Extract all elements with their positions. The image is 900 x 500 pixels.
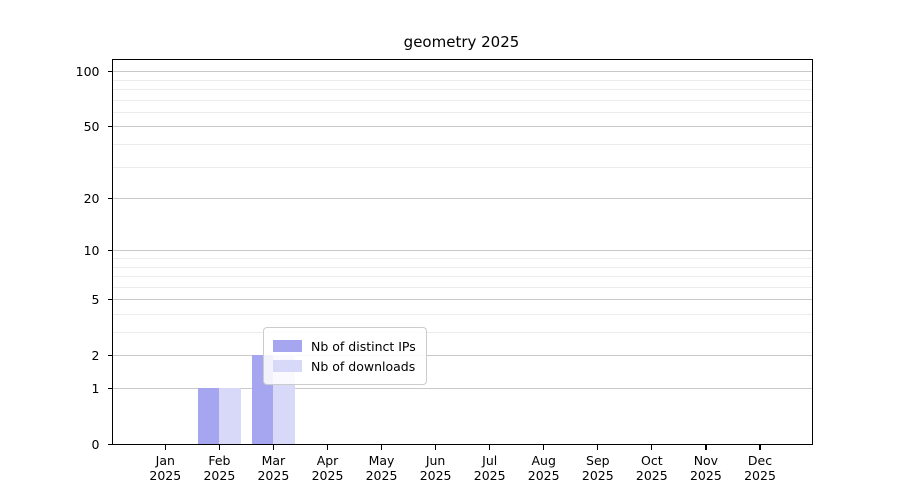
x-tick-label-year: 2025 <box>635 468 668 483</box>
x-tick-label-month: Nov <box>693 453 719 468</box>
y-gridline-minor <box>113 258 812 259</box>
x-tick-label: Apr 2025 <box>293 453 363 483</box>
y-tick-label: 1 <box>91 380 100 396</box>
x-tick-label: Aug 2025 <box>509 453 579 483</box>
x-tick <box>164 445 166 450</box>
x-tick <box>435 445 437 450</box>
x-tick-label-month: Jul <box>482 453 498 468</box>
x-tick-label-month: Dec <box>747 453 773 468</box>
x-tick-label-year: 2025 <box>527 468 560 483</box>
y-gridline-major <box>113 250 812 252</box>
x-tick-label: Dec 2025 <box>725 453 795 483</box>
legend-swatch-distinct-ips <box>273 339 302 353</box>
x-tick <box>489 445 491 450</box>
y-tick <box>107 249 113 252</box>
x-tick-label: Oct 2025 <box>617 453 687 483</box>
y-tick-label: 20 <box>83 190 100 206</box>
y-tick <box>107 443 113 445</box>
y-gridline-major <box>113 126 812 128</box>
x-tick <box>597 445 599 450</box>
legend-entry-distinct-ips: Nb of distinct IPs <box>273 337 416 355</box>
y-tick-label: 10 <box>83 242 100 258</box>
x-tick <box>272 445 275 450</box>
y-gridline-minor <box>113 144 812 145</box>
x-tick-label-month: Oct <box>640 453 663 468</box>
y-gridline-minor <box>113 332 812 333</box>
chart-title: geometry 2025 <box>403 33 520 51</box>
x-tick-label-year: 2025 <box>473 468 506 483</box>
x-tick <box>705 445 707 450</box>
y-tick <box>107 387 113 389</box>
x-tick-label-month: Jun <box>425 453 446 468</box>
x-tick-label-year: 2025 <box>744 468 776 483</box>
x-tick <box>543 445 545 450</box>
y-tick-label: 2 <box>91 347 100 363</box>
x-tick <box>218 445 221 450</box>
y-gridline-major <box>113 71 812 73</box>
y-tick-label: 50 <box>83 118 100 134</box>
y-gridline-major <box>113 299 812 301</box>
bar-downloads-feb <box>219 388 241 444</box>
y-gridline-minor <box>113 166 812 168</box>
legend-label-downloads: Nb of downloads <box>311 358 416 374</box>
x-tick <box>759 445 761 450</box>
y-tick <box>107 197 113 199</box>
x-tick-label-month: Jan <box>155 453 175 468</box>
y-gridline-minor <box>113 111 812 113</box>
y-tick <box>107 70 113 72</box>
y-gridline-minor <box>113 99 812 101</box>
y-gridline-major <box>113 355 812 357</box>
x-tick-label: Jul 2025 <box>455 453 525 483</box>
x-tick-label: Jun 2025 <box>401 453 471 483</box>
x-tick-label: Nov 2025 <box>671 453 741 483</box>
plot-area <box>112 59 813 445</box>
y-tick-label: 0 <box>91 436 100 452</box>
x-tick-label-year: 2025 <box>203 468 236 483</box>
y-gridline-minor <box>113 286 812 288</box>
y-tick-label: 100 <box>75 63 100 79</box>
x-tick-label-year: 2025 <box>419 468 452 483</box>
bar-distinct-ips-feb <box>197 388 220 444</box>
x-tick-label-year: 2025 <box>581 468 614 483</box>
x-tick-label-year: 2025 <box>365 468 398 483</box>
legend-entry-downloads: Nb of downloads <box>273 357 416 375</box>
y-gridline-minor <box>113 314 812 315</box>
x-tick-label-month: May <box>368 453 395 468</box>
y-gridline-minor <box>113 276 812 277</box>
y-tick-label: 5 <box>91 291 100 307</box>
x-tick-label: Mar 2025 <box>238 453 308 483</box>
y-gridline-minor <box>113 266 812 268</box>
legend-label-distinct-ips: Nb of distinct IPs <box>311 338 416 354</box>
y-gridline-minor <box>113 89 812 90</box>
x-tick-label-year: 2025 <box>311 468 344 483</box>
x-tick <box>380 445 383 450</box>
y-gridline-major <box>113 198 812 200</box>
x-tick-label-month: Feb <box>208 453 231 468</box>
x-tick-label: May 2025 <box>347 453 417 483</box>
y-tick <box>107 298 113 301</box>
x-tick-label: Jan 2025 <box>130 453 200 483</box>
x-tick-label-month: Apr <box>316 453 339 468</box>
x-tick-label-year: 2025 <box>257 468 290 483</box>
y-gridline-minor <box>113 79 812 81</box>
legend-swatch-downloads <box>273 359 302 373</box>
x-tick <box>651 445 653 450</box>
x-tick-label-month: Aug <box>531 453 556 468</box>
y-tick <box>107 125 113 128</box>
x-tick-label-month: Mar <box>261 453 286 468</box>
x-tick-label-year: 2025 <box>689 468 722 483</box>
x-tick <box>326 445 329 450</box>
legend: Nb of distinct IPs Nb of downloads <box>263 327 427 385</box>
x-tick-label-month: Sep <box>586 453 610 468</box>
y-tick <box>107 354 113 357</box>
x-tick-label: Sep 2025 <box>563 453 633 483</box>
x-tick-label: Feb 2025 <box>184 453 254 483</box>
y-gridline-major <box>113 388 812 389</box>
x-tick-label-year: 2025 <box>149 468 182 483</box>
